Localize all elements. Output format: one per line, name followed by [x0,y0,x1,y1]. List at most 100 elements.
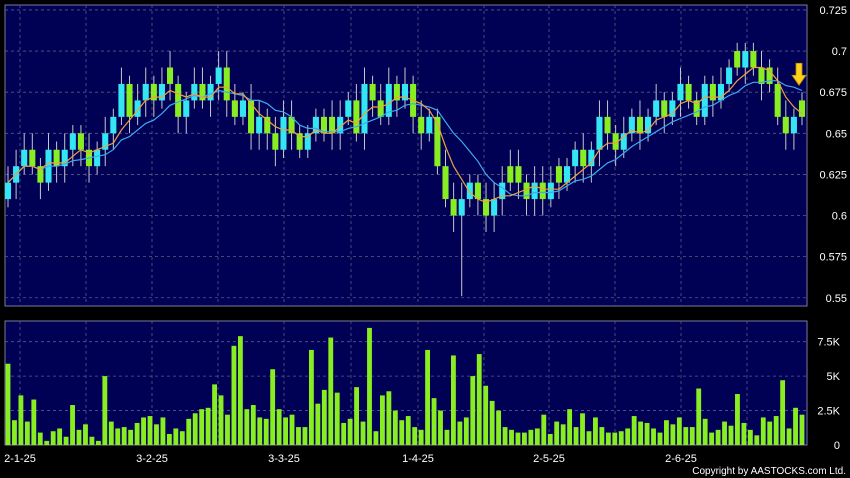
candle-body [102,133,109,150]
volume-bar [244,409,250,445]
volume-bar [638,421,644,445]
volume-bar [270,369,276,445]
volume-bar [392,410,398,445]
candle-body [418,116,425,134]
candle-body [401,83,409,101]
candle-body [337,116,344,134]
candle-body [134,100,141,117]
volume-bar [199,409,205,445]
volume-bar [554,421,560,445]
candle-body [580,149,587,167]
volume-bar [747,429,753,445]
candle-body [539,182,546,200]
candle-body [280,116,287,150]
volume-bar [793,407,798,445]
candle-body [94,149,101,167]
volume-bar [24,421,30,445]
candle-body [426,116,433,134]
volume-bar [115,428,121,445]
volume-bar [218,395,224,445]
volume-bar [154,424,159,445]
candle-body [612,133,619,150]
volume-bar [147,416,153,445]
volume-bar [547,433,553,445]
volume-bar [463,417,469,445]
candle-body [142,83,149,101]
volume-bar [696,388,702,445]
candle-body [645,116,652,134]
volume-bar [605,432,611,445]
volume-bar [263,418,269,445]
price-tick-label: 0.725 [819,5,847,17]
volume-bar [354,387,360,445]
volume-bar [121,427,127,445]
price-tick-label: 0.7 [832,46,847,58]
volume-bar [373,431,379,445]
candle-body [320,116,328,134]
candle-body [507,166,514,183]
volume-panel: 7.5K 5K 2.5K 0 [4,320,841,452]
volume-bar [70,405,75,445]
candle-body [669,100,676,117]
candle-body [167,67,174,84]
volume-bar [186,418,192,445]
volume-bar [631,416,637,445]
candle-body [628,116,635,134]
volume-bar [179,431,185,445]
candle-body [693,100,700,117]
volume-bar [799,414,805,445]
price-tick-label: 0.675 [819,87,847,99]
candle-body [661,100,668,117]
volume-bar [379,395,385,445]
volume-bar [386,391,392,445]
candle-body [588,149,595,167]
candle-body [264,116,271,134]
candle-body [766,67,773,84]
price-candles [4,42,806,297]
volume-bar [431,398,437,445]
candle-body [442,166,449,200]
volume-bar [302,427,308,445]
candle-body [685,83,692,101]
volume-bar [483,385,489,445]
candle-body [515,166,522,183]
volume-bar [405,416,411,445]
candle-body [701,83,708,117]
volume-bar [367,327,372,445]
volume-bar [95,440,101,445]
candle-body [709,83,716,101]
candle-body [564,166,571,183]
volume-bar [450,355,456,445]
volume-bar [308,349,314,445]
candle-body [239,100,246,117]
volume-bar [599,427,605,445]
volume-bar [315,403,321,445]
candle-body [798,100,806,117]
candle-body [790,116,797,134]
volume-bar [728,425,734,445]
candle-body [207,83,214,101]
volume-bar [515,432,521,445]
volume-bar [683,427,689,445]
volume-bar [528,429,534,445]
candle-body [523,182,530,200]
candle-body [547,182,554,200]
volume-bar [425,349,431,445]
volume-bar [12,420,17,445]
volume-bar [509,429,514,445]
volume-bar [476,354,482,445]
volume-bar [289,414,295,445]
volume-bar [664,420,669,445]
volume-bar [754,435,760,445]
volume-bar [205,407,211,445]
candle-body [296,133,303,150]
candle-body [329,116,336,134]
volume-bar [347,418,353,445]
candle-body [717,83,725,101]
candle-body [53,149,60,167]
volume-bar [625,428,631,445]
candle-body [474,182,481,200]
volume-bar [722,421,727,445]
candle-body [385,83,392,117]
volume-bar [89,436,95,445]
